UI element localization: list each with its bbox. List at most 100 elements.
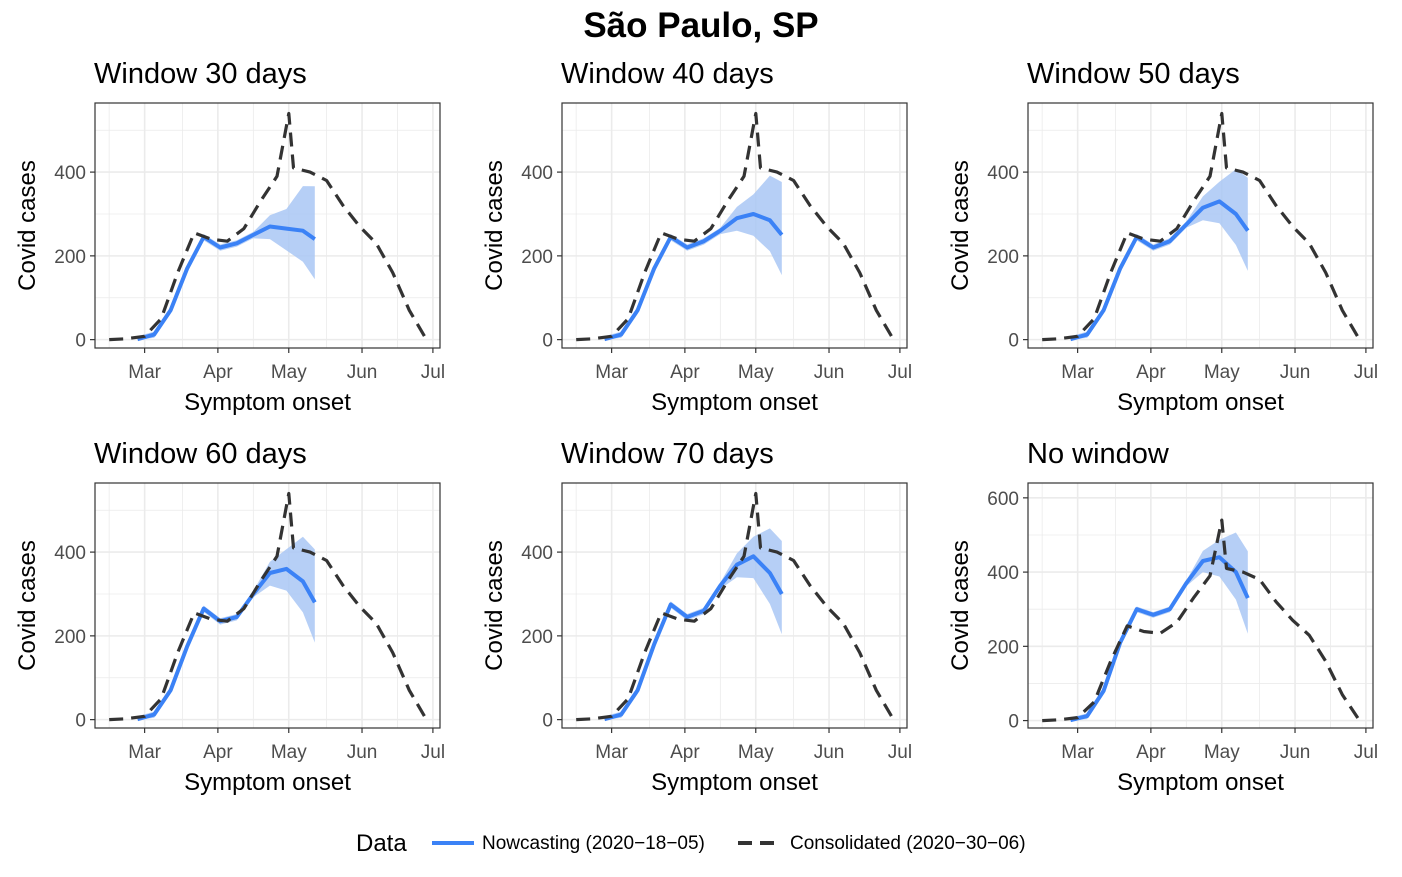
y-tick-label: 0 <box>75 711 86 732</box>
panel-title: Window 60 days <box>94 438 307 470</box>
nowcast-band <box>137 536 315 720</box>
y-tick-label: 200 <box>54 247 86 268</box>
x-tick-label: Mar <box>128 362 161 383</box>
panel-window-60-days: 0 200 400 Mar Apr May Jun Jul Window 60 days Symp… <box>14 438 445 796</box>
x-tick-label: May <box>1204 742 1240 763</box>
plot-background <box>562 483 907 728</box>
x-tick-label: Apr <box>1136 362 1166 383</box>
panel-title: Window 30 days <box>94 58 307 90</box>
series-nowcasting-line <box>1070 555 1250 723</box>
x-tick-label: Apr <box>203 742 233 763</box>
series-consolidated-line <box>576 111 895 342</box>
nowcast-band <box>1070 532 1248 721</box>
legend-label-consolidated: Consolidated (2020−30−06) <box>790 833 1026 854</box>
x-axis-title: Symptom onset <box>184 769 351 796</box>
series-consolidated-line <box>1042 111 1361 342</box>
plot-background <box>1028 483 1373 728</box>
y-tick-label: 0 <box>1008 712 1019 733</box>
series-nowcasting-line <box>603 212 784 342</box>
panel-border <box>1027 482 1374 729</box>
y-axis-title: Covid cases <box>481 160 508 291</box>
x-tick-label: May <box>738 742 774 763</box>
panel-title: Window 70 days <box>561 438 774 470</box>
x-axis-title: Symptom onset <box>1117 769 1284 796</box>
y-tick-label: 200 <box>521 627 553 648</box>
y-tick-label: 200 <box>54 627 86 648</box>
x-tick-label: Jul <box>888 742 912 763</box>
panel-border <box>561 482 908 729</box>
x-tick-label: Jun <box>347 362 378 383</box>
panel-window-50-days: 0 200 400 Mar Apr May Jun Jul Window 50 days Symp… <box>947 58 1378 416</box>
series-nowcasting-line <box>136 224 316 342</box>
panel-window-40-days: 0 200 400 Mar Apr May Jun Jul Window 40 days Symp… <box>481 58 912 416</box>
x-tick-label: Apr <box>1136 742 1166 763</box>
x-tick-label: Mar <box>595 742 628 763</box>
x-tick-label: May <box>271 742 307 763</box>
x-tick-label: Jul <box>1354 362 1378 383</box>
x-tick-label: May <box>1204 362 1240 383</box>
x-tick-label: Mar <box>128 742 161 763</box>
series-consolidated-line <box>1042 518 1361 723</box>
panel-border <box>94 102 441 349</box>
x-tick-label: Jul <box>421 362 445 383</box>
y-tick-label: 600 <box>987 489 1019 510</box>
x-tick-label: Mar <box>1061 362 1094 383</box>
y-tick-label: 400 <box>54 163 86 184</box>
nowcast-band <box>1070 169 1248 340</box>
y-tick-label: 400 <box>987 563 1019 584</box>
x-tick-label: Jul <box>421 742 445 763</box>
y-axis-title: Covid cases <box>947 160 974 291</box>
y-tick-label: 0 <box>542 711 553 732</box>
panels: 0 200 400 Mar Apr May Jun Jul Window 30 days Symp… <box>14 58 1378 796</box>
series-consolidated-line <box>109 491 428 722</box>
y-axis-title: Covid cases <box>14 160 41 291</box>
x-axis-title: Symptom onset <box>184 389 351 416</box>
panel-title: Window 50 days <box>1027 58 1240 90</box>
legend: Data Nowcasting (2020−18−05) Consolidate… <box>356 830 1026 857</box>
nowcast-band <box>137 186 315 340</box>
x-tick-label: Jun <box>1280 362 1311 383</box>
series-nowcasting-line <box>1069 199 1250 342</box>
series-nowcasting-line <box>603 554 784 722</box>
x-axis-title: Symptom onset <box>651 389 818 416</box>
panel-window-70-days: 0 200 400 Mar Apr May Jun Jul Window 70 days Symp… <box>481 438 912 796</box>
y-tick-label: 0 <box>1008 331 1019 352</box>
panel-no-window: 0 200 400 600 Mar Apr May Jun Jul No window Sympto… <box>947 438 1378 796</box>
x-axis-title: Symptom onset <box>1117 389 1284 416</box>
x-tick-label: Apr <box>203 362 233 383</box>
panel-border <box>561 102 908 349</box>
legend-label-nowcasting: Nowcasting (2020−18−05) <box>482 833 705 854</box>
y-tick-label: 400 <box>54 543 86 564</box>
panel-title: Window 40 days <box>561 58 774 90</box>
panel-title: No window <box>1027 438 1170 470</box>
x-tick-label: May <box>271 362 307 383</box>
figure-title: São Paulo, SP <box>583 6 818 45</box>
x-tick-label: Jun <box>814 742 845 763</box>
x-tick-label: Apr <box>670 362 700 383</box>
nowcast-band <box>604 528 782 720</box>
plot-background <box>1028 103 1373 348</box>
x-tick-label: Jun <box>814 362 845 383</box>
y-tick-label: 0 <box>542 331 553 352</box>
panel-border <box>94 482 441 729</box>
x-tick-label: Jul <box>1354 742 1378 763</box>
x-tick-label: May <box>738 362 774 383</box>
plot-background <box>95 483 440 728</box>
y-tick-label: 200 <box>987 637 1019 658</box>
x-axis-title: Symptom onset <box>651 769 818 796</box>
series-consolidated-line <box>109 111 428 342</box>
legend-title: Data <box>356 830 407 857</box>
x-tick-label: Apr <box>670 742 700 763</box>
y-tick-label: 0 <box>75 331 86 352</box>
x-tick-label: Mar <box>595 362 628 383</box>
x-tick-label: Jul <box>888 362 912 383</box>
y-axis-title: Covid cases <box>481 540 508 671</box>
panel-window-30-days: 0 200 400 Mar Apr May Jun Jul Window 30 days Symp… <box>14 58 445 416</box>
panel-border <box>1027 102 1374 349</box>
y-axis-title: Covid cases <box>14 540 41 671</box>
y-tick-label: 400 <box>987 163 1019 184</box>
x-tick-label: Jun <box>1280 742 1311 763</box>
series-consolidated-line <box>576 491 895 722</box>
y-tick-label: 400 <box>521 543 553 564</box>
